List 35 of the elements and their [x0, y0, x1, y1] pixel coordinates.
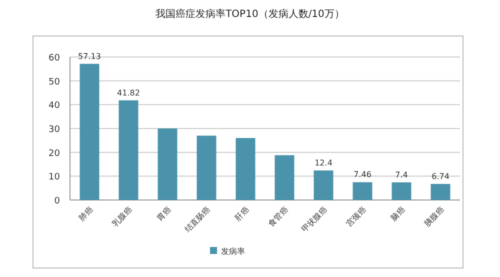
bar	[314, 170, 334, 200]
bar	[274, 155, 294, 200]
x-tick-label: 甲状腺癌	[300, 205, 329, 234]
x-tick-label: 胰腺癌	[422, 205, 446, 228]
bar	[236, 138, 256, 200]
y-tick-label: 20	[48, 148, 60, 159]
y-tick-label: 50	[48, 77, 60, 88]
y-tick-label: 10	[48, 172, 60, 183]
x-tick-label: 结直肠癌	[182, 205, 212, 234]
bar	[80, 64, 100, 200]
legend-label: 发病率	[221, 247, 245, 256]
data-label: 41.82	[117, 88, 140, 98]
data-label: 57.13	[78, 52, 101, 61]
y-tick-label: 30	[48, 125, 60, 135]
bar	[392, 182, 412, 200]
y-tick-label: 0	[54, 196, 60, 206]
x-tick-label: 胃癌	[155, 205, 173, 223]
data-label: 7.4	[395, 170, 408, 180]
bar	[430, 184, 450, 200]
bar	[118, 100, 138, 200]
data-label: 7.46	[354, 170, 372, 180]
data-label: 12.4	[314, 158, 332, 168]
bar	[158, 128, 178, 200]
x-tick-label: 食管癌	[266, 205, 290, 228]
y-tick-label: 60	[48, 54, 60, 64]
chart-title: 我国癌症发病率TOP10（发病人数/10万）	[156, 8, 344, 20]
x-tick-label: 乳腺癌	[110, 205, 134, 228]
bar	[352, 182, 372, 200]
data-label: 6.74	[432, 172, 450, 181]
x-tick-label: 宫颈癌	[344, 205, 368, 228]
y-tick-label: 40	[48, 101, 60, 112]
x-tick-label: 脑癌	[389, 205, 407, 223]
bar	[196, 136, 216, 200]
x-tick-label: 肺癌	[77, 205, 95, 223]
x-tick-label: 肝癌	[233, 205, 251, 223]
